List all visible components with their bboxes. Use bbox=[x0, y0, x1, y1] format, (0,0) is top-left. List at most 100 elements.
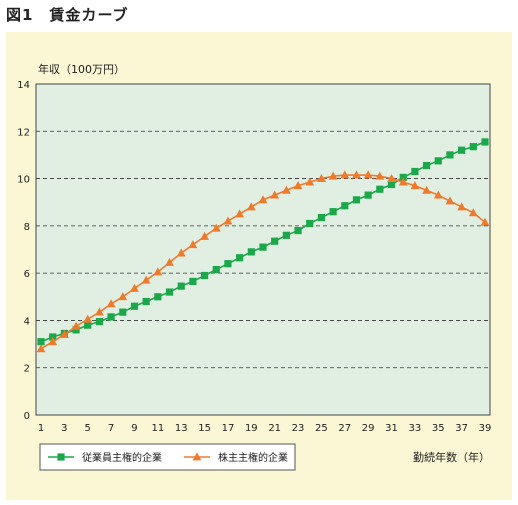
x-tick-label: 15 bbox=[198, 423, 211, 434]
legend-marker bbox=[57, 453, 65, 461]
data-point bbox=[445, 196, 455, 205]
data-point bbox=[107, 313, 115, 321]
y-tick-label: 0 bbox=[24, 411, 30, 422]
data-point bbox=[294, 226, 302, 235]
data-point bbox=[48, 337, 58, 346]
data-point bbox=[72, 326, 80, 334]
data-point bbox=[119, 308, 127, 316]
data-point bbox=[271, 237, 279, 245]
x-tick-label: 7 bbox=[108, 423, 114, 434]
x-tick-label: 21 bbox=[268, 423, 281, 434]
data-point bbox=[341, 202, 349, 210]
data-point bbox=[153, 267, 163, 276]
data-point bbox=[387, 180, 396, 189]
x-tick-label: 3 bbox=[61, 423, 67, 434]
data-point bbox=[399, 173, 407, 181]
data-point bbox=[398, 177, 408, 186]
data-point bbox=[37, 338, 45, 346]
data-point bbox=[200, 231, 209, 240]
data-point bbox=[176, 248, 186, 257]
x-tick-label: 9 bbox=[131, 423, 137, 434]
data-point bbox=[270, 190, 280, 199]
data-point bbox=[247, 248, 255, 256]
x-tick-label: 37 bbox=[455, 423, 468, 434]
figure-title: 図1 賃金カーブ bbox=[6, 6, 129, 24]
y-tick-label: 10 bbox=[17, 175, 30, 186]
series-layer bbox=[36, 138, 490, 353]
data-point bbox=[118, 292, 128, 301]
data-point bbox=[49, 333, 57, 341]
data-point bbox=[212, 265, 220, 274]
data-point bbox=[340, 170, 350, 179]
x-tick-label: 1 bbox=[38, 423, 44, 434]
y-axis-label: 年収（100万円） bbox=[38, 62, 125, 76]
grid-lines bbox=[36, 130, 490, 369]
data-point bbox=[375, 171, 385, 180]
y-tick-label: 2 bbox=[24, 364, 30, 375]
data-point bbox=[95, 318, 104, 326]
data-point bbox=[154, 293, 162, 301]
data-point bbox=[457, 202, 467, 211]
legend-marker bbox=[192, 452, 202, 461]
data-point bbox=[177, 282, 185, 290]
data-point bbox=[165, 288, 174, 296]
data-point bbox=[469, 143, 477, 151]
data-point bbox=[189, 277, 197, 286]
data-point bbox=[410, 181, 420, 190]
data-point bbox=[422, 185, 431, 194]
data-point bbox=[246, 202, 256, 211]
data-point bbox=[480, 217, 490, 226]
data-point bbox=[106, 299, 116, 308]
data-point bbox=[130, 302, 139, 310]
x-tick-label: 5 bbox=[85, 423, 91, 434]
data-point bbox=[281, 185, 291, 194]
chart-panel: 年収（100万円） 0 2 4 6 8 10 12 14 1 3 5 7 9 11 13 15 17 19 21 2… bbox=[6, 32, 512, 500]
data-point bbox=[71, 321, 81, 330]
y-axis-ticks: 0 2 4 6 8 10 12 14 bbox=[17, 80, 30, 422]
data-point bbox=[282, 231, 290, 239]
x-tick-label: 31 bbox=[385, 423, 398, 434]
data-point bbox=[434, 157, 442, 165]
y-tick-label: 6 bbox=[24, 269, 30, 280]
data-point bbox=[141, 275, 151, 284]
x-axis-ticks: 1 3 5 7 9 11 13 15 17 19 21 23 25 27 29 31 33 35 37 39 bbox=[38, 423, 492, 434]
x-tick-label: 33 bbox=[409, 423, 422, 434]
data-point bbox=[95, 307, 104, 316]
data-point bbox=[422, 161, 431, 170]
legend-label: 株主主権的企業 bbox=[218, 451, 288, 464]
x-tick-label: 13 bbox=[175, 423, 188, 434]
data-point bbox=[142, 297, 150, 306]
x-tick-label: 35 bbox=[432, 423, 445, 434]
y-tick-label: 4 bbox=[24, 316, 30, 327]
x-tick-label: 27 bbox=[338, 423, 351, 434]
y-tick-label: 14 bbox=[17, 80, 30, 91]
data-point bbox=[446, 151, 454, 159]
x-tick-label: 23 bbox=[292, 423, 305, 434]
y-tick-label: 12 bbox=[17, 127, 30, 138]
data-point bbox=[36, 344, 46, 353]
y-tick-label: 8 bbox=[24, 222, 30, 233]
x-tick-label: 25 bbox=[315, 423, 328, 434]
data-point bbox=[376, 185, 384, 193]
data-point bbox=[259, 243, 267, 251]
legend bbox=[39, 443, 296, 471]
data-point bbox=[317, 213, 326, 222]
data-point bbox=[433, 190, 443, 199]
data-point bbox=[235, 209, 245, 218]
data-point bbox=[59, 330, 69, 339]
data-point bbox=[165, 257, 174, 266]
data-point bbox=[223, 216, 233, 225]
data-point bbox=[224, 260, 232, 268]
data-point bbox=[329, 208, 337, 216]
data-point bbox=[352, 170, 361, 179]
data-point bbox=[236, 254, 244, 262]
legend-items: 従業員主権的企業 株主主権的企業 bbox=[48, 451, 288, 464]
x-axis-label: 勤続年数（年） bbox=[413, 450, 490, 464]
data-point bbox=[305, 177, 315, 186]
data-point bbox=[458, 146, 466, 154]
data-point bbox=[306, 219, 314, 228]
data-point bbox=[200, 271, 209, 280]
data-point bbox=[387, 173, 396, 182]
data-point bbox=[130, 283, 139, 292]
